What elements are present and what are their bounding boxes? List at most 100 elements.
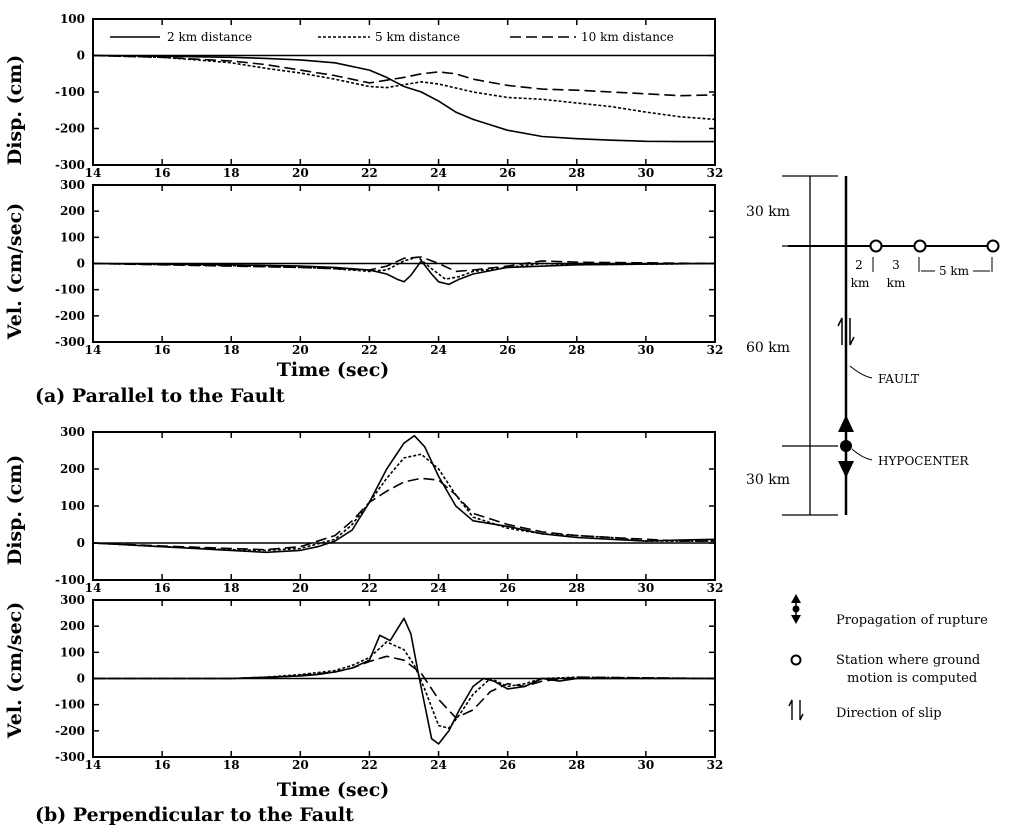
key-slip-icon <box>788 699 804 721</box>
series-line-5-km-distance <box>92 54 716 121</box>
hypocenter-label: HYPOCENTER <box>878 454 970 468</box>
y-tick-label: -100 <box>55 283 85 297</box>
plot-frame <box>92 431 716 581</box>
y-tick-label: 100 <box>60 645 85 659</box>
x-tick-label: 30 <box>638 758 655 772</box>
legend-label-5km: 5 km distance <box>375 30 460 44</box>
x-tick-label: 20 <box>292 758 309 772</box>
x-tick-label: 28 <box>568 581 585 595</box>
x-tick-label: 28 <box>568 343 585 357</box>
y-tick-label: -100 <box>55 85 85 99</box>
y-tick-label: -100 <box>55 573 85 587</box>
time-axis-label-b: Time (sec) <box>277 779 390 801</box>
x-tick-label: 24 <box>430 343 447 357</box>
y-tick-label: 0 <box>77 536 85 550</box>
x-tick-label: 18 <box>223 166 240 180</box>
series-line-10-km-distance <box>93 655 716 719</box>
panel-a-displacement: 14 16 18 20 22 24 26 28 30 32 -300 -200 -100 0 100 <box>55 12 723 180</box>
x-tick-label: 28 <box>568 758 585 772</box>
caption-b: (b) Perpendicular to the Fault <box>35 804 354 826</box>
series-line-10-km-distance <box>92 256 716 273</box>
x-tick-label: 18 <box>223 581 240 595</box>
station-2km <box>869 239 883 253</box>
x-tick-label: 18 <box>223 343 240 357</box>
y-tick-label: 300 <box>60 178 85 192</box>
panel-a-velocity: 14 16 18 20 22 24 26 28 30 32 -300 -200 -100 0 100 200 3… <box>55 178 723 357</box>
x-tick-label: 14 <box>85 166 102 180</box>
time-axis-label-a: Time (sec) <box>277 359 390 381</box>
seg-label-2: 2 <box>855 258 863 272</box>
x-tick-label: 16 <box>154 166 171 180</box>
disp-axis-label-b: Disp. (cm) <box>4 455 26 566</box>
x-tick-label: 16 <box>154 581 171 595</box>
y-tick-label: 100 <box>60 499 85 513</box>
key-rupture-up-icon <box>791 594 801 603</box>
x-tick-label: 22 <box>361 581 378 595</box>
x-tick-label: 24 <box>430 166 447 180</box>
y-tick-label: 0 <box>77 672 85 686</box>
x-tick-label: 28 <box>568 166 585 180</box>
x-tick-label: 30 <box>638 343 655 357</box>
y-tick-label: -200 <box>55 309 85 323</box>
x-tick-label: 26 <box>499 581 516 595</box>
panel-b-displacement: 14 16 18 20 22 24 26 28 30 32 -100 0 100 200 300 <box>55 425 723 595</box>
x-tick-label: 20 <box>292 343 309 357</box>
key-rupture-dot-icon <box>792 605 800 613</box>
panel-b-velocity: 14 16 18 20 22 24 26 28 30 32 -300 -200 -100 0 100 200 3… <box>55 593 723 772</box>
legend-label-10km: 10 km distance <box>581 30 674 44</box>
x-tick-label: 16 <box>154 758 171 772</box>
series-line-5-km-distance <box>92 453 715 552</box>
series-line-2-km-distance <box>92 54 715 143</box>
y-tick-label: -300 <box>55 750 85 764</box>
y-tick-label: -200 <box>55 724 85 738</box>
y-tick-label: -200 <box>55 122 85 136</box>
y-tick-label: 300 <box>60 425 85 439</box>
key-propagation-label: Propagation of rupture <box>836 613 988 628</box>
dist-label-top: 30 km <box>746 204 790 220</box>
x-tick-label: 26 <box>499 166 516 180</box>
legend: 2 km distance 5 km distance 10 km distan… <box>110 30 674 44</box>
y-tick-label: -100 <box>55 698 85 712</box>
hypocenter-dot <box>840 440 852 452</box>
y-tick-label: -300 <box>55 158 85 172</box>
fault-label: FAULT <box>878 372 919 386</box>
series-line-2-km-distance <box>92 260 716 286</box>
x-tick-label: 20 <box>292 581 309 595</box>
key-station-label-2: motion is computed <box>847 671 977 686</box>
rupture-arrow-down-icon <box>838 461 854 478</box>
seg-label-5: 5 km <box>939 264 970 278</box>
y-tick-label: 100 <box>60 12 85 26</box>
series-line-10-km-distance <box>92 477 715 551</box>
dist-label-mid: 60 km <box>746 340 790 356</box>
y-tick-label: 200 <box>60 204 85 218</box>
x-tick-label: 22 <box>361 343 378 357</box>
fault-diagram <box>782 175 1000 516</box>
x-tick-label: 18 <box>223 758 240 772</box>
dist-label-bot: 30 km <box>746 472 790 488</box>
y-tick-label: 100 <box>60 230 85 244</box>
station-10km <box>986 239 1000 253</box>
x-tick-label: 32 <box>707 166 724 180</box>
station-5km <box>913 239 927 253</box>
x-tick-label: 32 <box>707 343 724 357</box>
y-tick-label: 0 <box>77 257 85 271</box>
x-tick-label: 14 <box>85 758 102 772</box>
x-tick-label: 24 <box>430 758 447 772</box>
x-tick-label: 24 <box>430 581 447 595</box>
x-tick-label: 26 <box>499 758 516 772</box>
x-tick-label: 22 <box>361 166 378 180</box>
series-line-5-km-distance <box>92 256 716 281</box>
x-tick-label: 32 <box>707 581 724 595</box>
series-line-2-km-distance <box>93 617 715 745</box>
key-station-label-1: Station where ground <box>836 653 980 668</box>
legend-label-2km: 2 km distance <box>167 30 252 44</box>
x-tick-label: 30 <box>638 166 655 180</box>
key <box>788 594 804 721</box>
vel-axis-label-b: Vel. (cm/sec) <box>4 602 26 739</box>
x-tick-label: 22 <box>361 758 378 772</box>
y-tick-label: 200 <box>60 619 85 633</box>
x-tick-label: 16 <box>154 343 171 357</box>
x-tick-label: 26 <box>499 343 516 357</box>
seg-unit-3: km <box>887 276 906 290</box>
